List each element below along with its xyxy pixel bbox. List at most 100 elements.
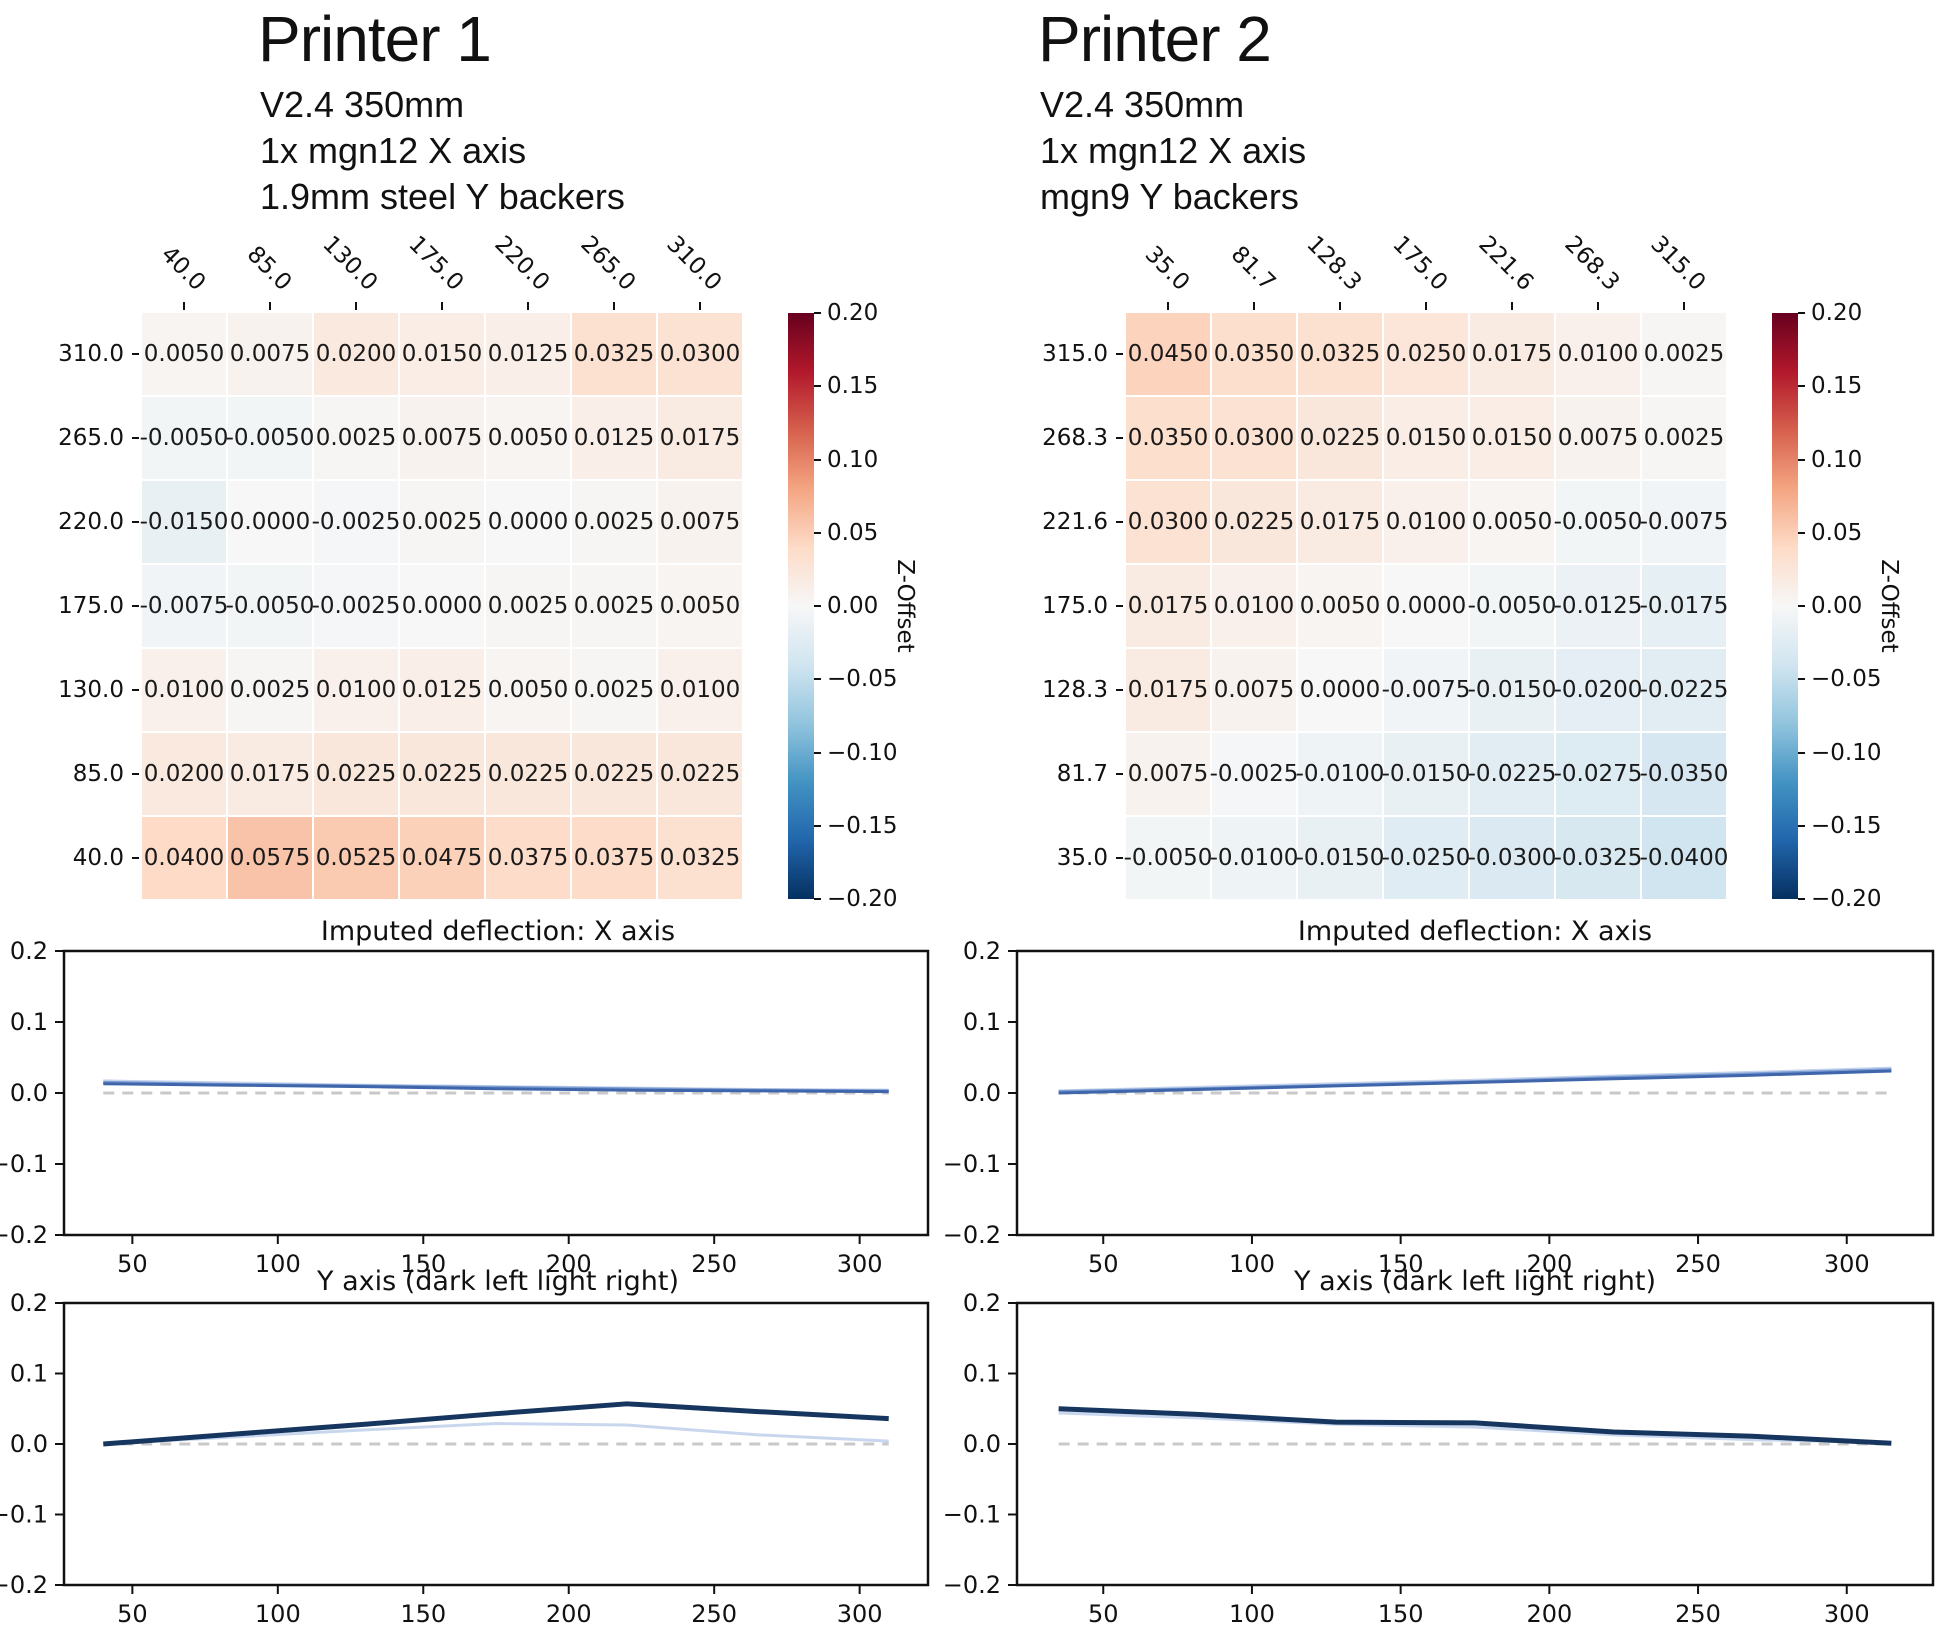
colorbar-tick bbox=[814, 531, 821, 534]
series-line-light bbox=[103, 1422, 889, 1446]
colorbar-tick bbox=[814, 458, 821, 461]
y-tick-label: 0.0 bbox=[10, 1079, 48, 1107]
colorbar-tick-label: 0.05 bbox=[827, 519, 879, 546]
heatmap-y-tick bbox=[1116, 857, 1123, 859]
y-tick-label: −0.1 bbox=[0, 1501, 48, 1529]
heatmap-y-tick-label: 40.0 bbox=[72, 845, 124, 871]
heatmap-cell: 0.0100 bbox=[658, 649, 742, 731]
colorbar-tick bbox=[814, 824, 821, 827]
heatmap-y-tick-label: 315.0 bbox=[1042, 341, 1108, 367]
printer2-subtitle-line3: mgn9 Y backers bbox=[1040, 176, 1299, 217]
printer1-subtitle-line1: V2.4 350mm bbox=[260, 84, 465, 125]
heatmap-y-tick bbox=[1116, 437, 1123, 439]
heatmap-cell: 0.0150 bbox=[1384, 397, 1468, 479]
heatmap-y-tick-label: 128.3 bbox=[1042, 677, 1108, 703]
heatmap-cell: -0.0200 bbox=[1554, 649, 1642, 731]
heatmap-cell: -0.0150 bbox=[1296, 817, 1384, 899]
heatmap-cell: -0.0050 bbox=[1468, 565, 1556, 647]
heatmap-cell: 0.0075 bbox=[1556, 397, 1640, 479]
heatmap-cell: 0.0025 bbox=[572, 565, 656, 647]
heatmap-x-tick bbox=[1339, 302, 1341, 310]
heatmap-y-tick-label: 221.6 bbox=[1042, 509, 1108, 535]
heatmap-y-tick-label: 268.3 bbox=[1042, 425, 1108, 451]
x-tick-label: 150 bbox=[400, 1250, 446, 1278]
y-tick-label: 0.0 bbox=[963, 1430, 1001, 1458]
heatmap-cell: 0.0100 bbox=[314, 649, 398, 731]
colorbar-tick bbox=[1798, 824, 1805, 827]
colorbar-tick bbox=[1798, 678, 1805, 681]
colorbar-tick bbox=[814, 678, 821, 681]
colorbar-tick-label: 0.10 bbox=[1811, 446, 1863, 473]
colorbar-tick-label: 0.15 bbox=[827, 373, 879, 400]
plot-border bbox=[62, 949, 930, 1237]
heatmap-cell: 0.0575 bbox=[228, 817, 312, 899]
heatmap-cell: 0.0225 bbox=[572, 733, 656, 815]
x-tick-label: 50 bbox=[117, 1250, 148, 1278]
x-tick-label: 150 bbox=[1378, 1250, 1424, 1278]
x-tick-label: 300 bbox=[1824, 1600, 1870, 1628]
heatmap-cell: 0.0475 bbox=[400, 817, 484, 899]
heatmap-cell: -0.0300 bbox=[1468, 817, 1556, 899]
heatmap-cell: 0.0025 bbox=[314, 397, 398, 479]
heatmap-cell: -0.0050 bbox=[1554, 481, 1642, 563]
heatmap-cell: 0.0000 bbox=[228, 481, 312, 563]
heatmap-cell: 0.0225 bbox=[658, 733, 742, 815]
heatmap-y-tick bbox=[1116, 353, 1123, 355]
heatmap-cell: 0.0525 bbox=[314, 817, 398, 899]
heatmap-cell: -0.0150 bbox=[140, 481, 228, 563]
heatmap-cell: 0.0050 bbox=[486, 397, 570, 479]
y-tick-label: −0.2 bbox=[0, 1571, 48, 1599]
heatmap-x-tick bbox=[355, 302, 357, 310]
y-tick-label: 0.1 bbox=[10, 1008, 48, 1036]
heatmap-x-tick bbox=[1511, 302, 1513, 310]
x-tick-label: 150 bbox=[400, 1600, 446, 1628]
heatmap-cell: 0.0050 bbox=[1470, 481, 1554, 563]
heatmap-cell: 0.0000 bbox=[1298, 649, 1382, 731]
heatmap-cell: 0.0100 bbox=[1212, 565, 1296, 647]
heatmap-cell: -0.0100 bbox=[1296, 733, 1384, 815]
heatmap-cell: -0.0050 bbox=[226, 565, 314, 647]
heatmap-cell: 0.0325 bbox=[658, 817, 742, 899]
series-line-light bbox=[1058, 1066, 1892, 1093]
x-tick-label: 100 bbox=[1229, 1600, 1275, 1628]
colorbar bbox=[1772, 313, 1798, 899]
heatmap-cell: 0.0150 bbox=[1470, 397, 1554, 479]
printer2-subtitle-line2: 1x mgn12 X axis bbox=[1040, 130, 1307, 171]
x-tick-label: 250 bbox=[1675, 1600, 1721, 1628]
heatmap-y-tick bbox=[132, 437, 139, 439]
heatmap-cell: -0.0100 bbox=[1210, 817, 1298, 899]
y-tick-label: 0.2 bbox=[963, 1289, 1001, 1317]
colorbar bbox=[788, 313, 814, 899]
heatmap-cell: -0.0225 bbox=[1640, 649, 1728, 731]
heatmap-cell: 0.0175 bbox=[1126, 565, 1210, 647]
x-tick-label: 250 bbox=[691, 1250, 737, 1278]
heatmap-cell: 0.0225 bbox=[400, 733, 484, 815]
y-tick-label: −0.2 bbox=[943, 1221, 1001, 1249]
heatmap-x-tick bbox=[1167, 302, 1169, 310]
heatmap-cell: 0.0050 bbox=[1298, 565, 1382, 647]
printer1-ydeflection-title: Y axis (dark left light right) bbox=[317, 1266, 679, 1297]
heatmap-y-tick bbox=[132, 773, 139, 775]
colorbar-tick bbox=[1798, 531, 1805, 534]
heatmap-cell: 0.0075 bbox=[658, 481, 742, 563]
heatmap-cell: 0.0150 bbox=[400, 313, 484, 395]
y-tick-label: −0.1 bbox=[943, 1501, 1001, 1529]
series-line-dark bbox=[1058, 1406, 1892, 1446]
x-tick-label: 200 bbox=[546, 1600, 592, 1628]
heatmap-cell: 0.0200 bbox=[314, 313, 398, 395]
heatmap-cell: 0.0225 bbox=[1212, 481, 1296, 563]
x-tick-label: 150 bbox=[1378, 1600, 1424, 1628]
colorbar-axis-label: Z-Offset bbox=[892, 559, 918, 653]
heatmap-cell: 0.0200 bbox=[142, 733, 226, 815]
colorbar-tick bbox=[814, 751, 821, 754]
colorbar-tick bbox=[814, 385, 821, 388]
heatmap-cell: -0.0175 bbox=[1640, 565, 1728, 647]
x-tick-label: 200 bbox=[1526, 1600, 1572, 1628]
x-tick-label: 300 bbox=[837, 1250, 883, 1278]
printer2-subtitle-line1: V2.4 350mm bbox=[1040, 84, 1245, 125]
heatmap-cell: 0.0350 bbox=[1126, 397, 1210, 479]
heatmap-cell: -0.0050 bbox=[140, 397, 228, 479]
colorbar-tick bbox=[814, 898, 821, 900]
heatmap-cell: 0.0075 bbox=[400, 397, 484, 479]
heatmap-y-tick bbox=[1116, 605, 1123, 607]
